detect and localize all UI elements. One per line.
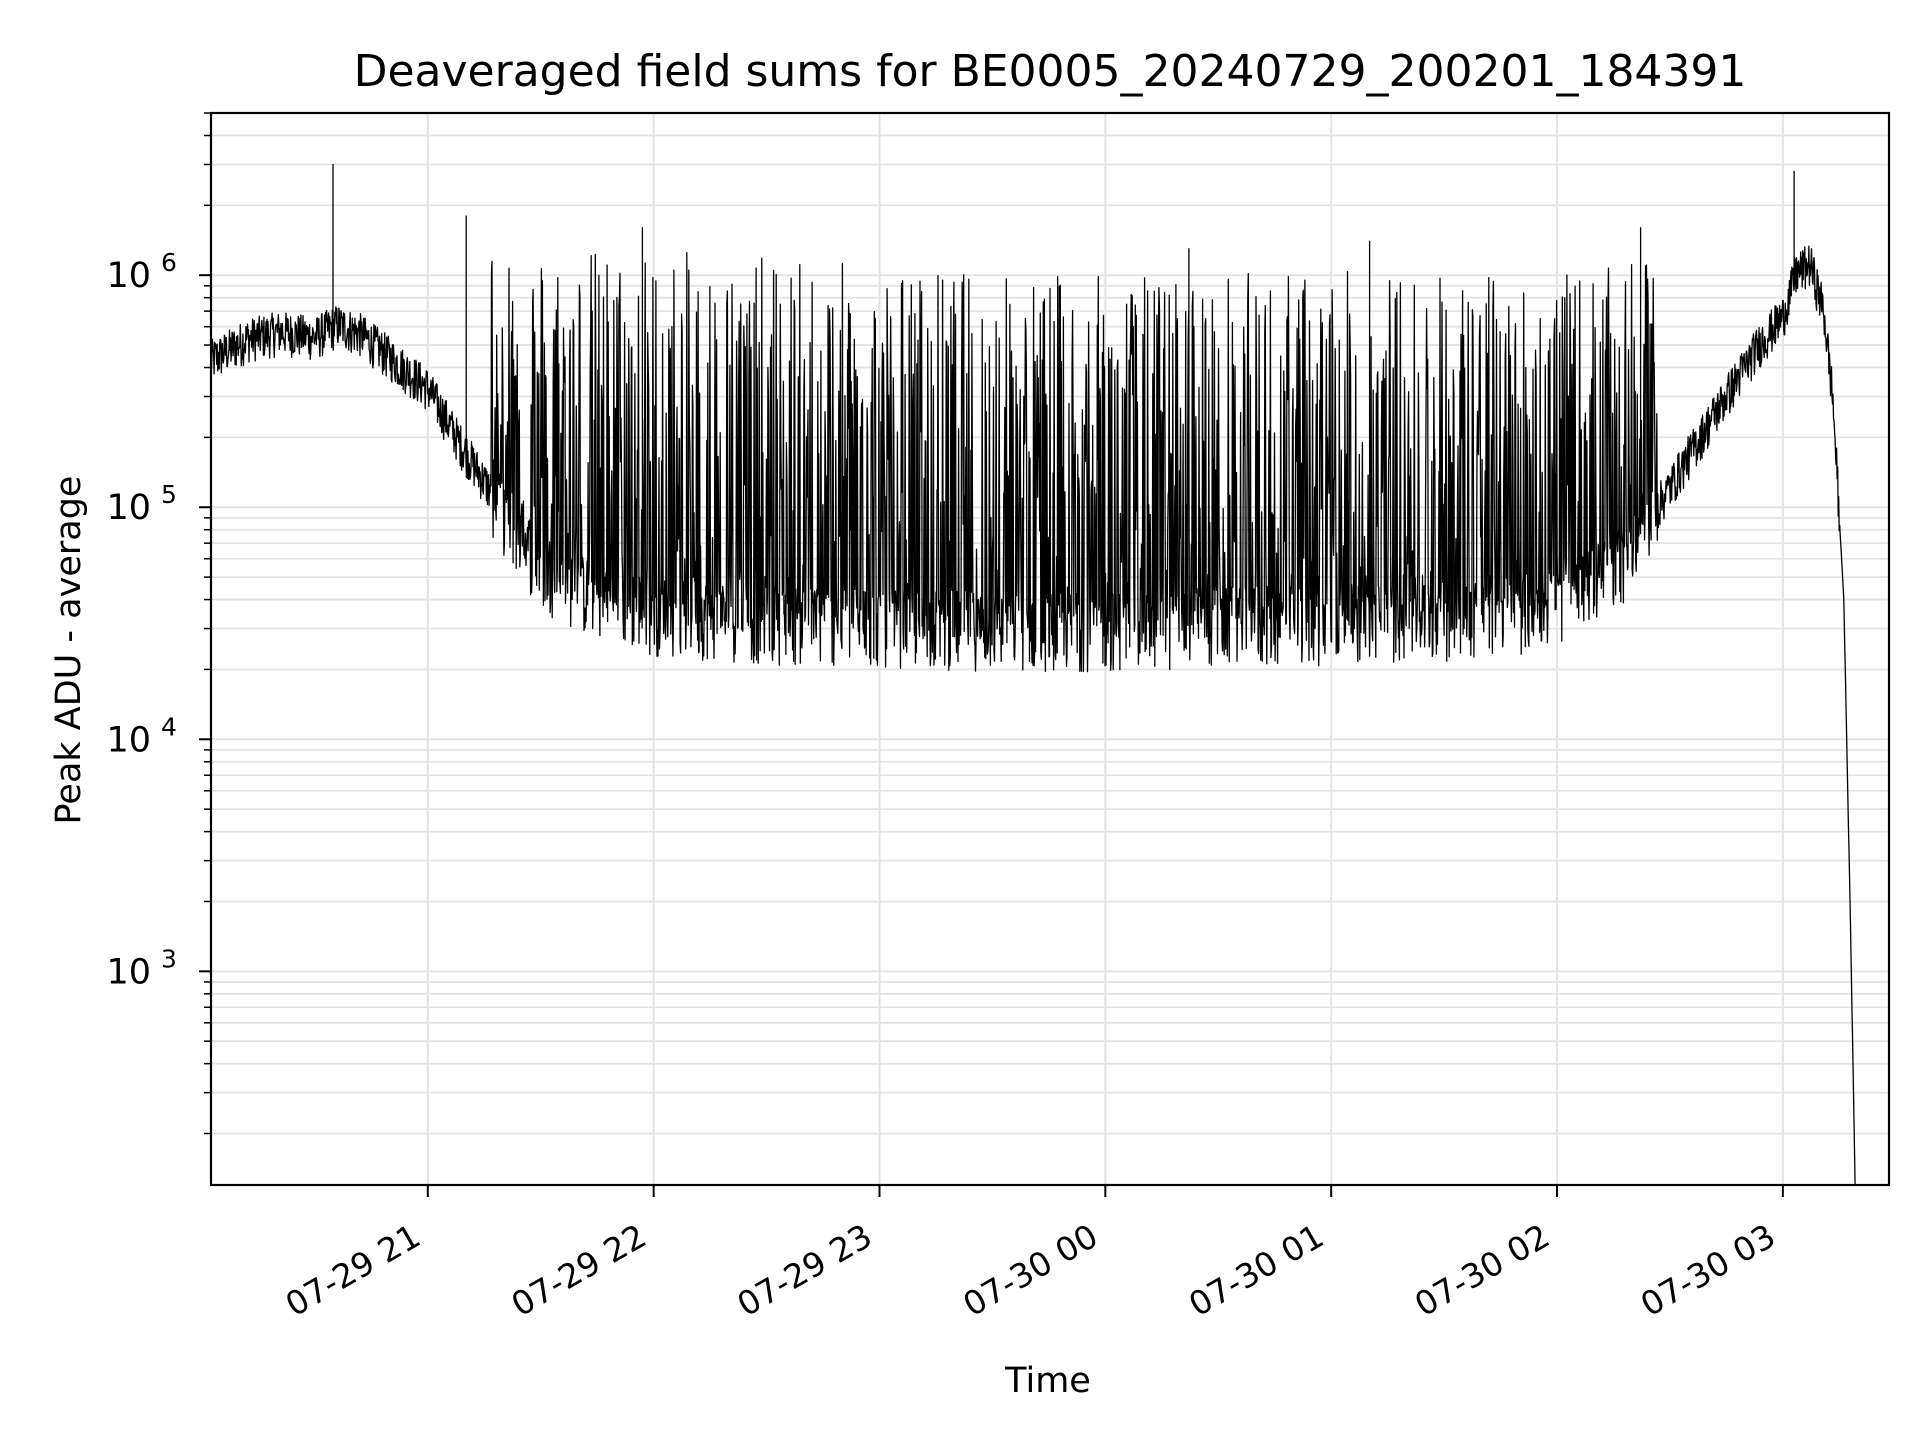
y-tick-exponent: 3 (161, 944, 177, 973)
y-tick-exponent: 5 (161, 480, 177, 509)
x-axis: 07-29 21 07-29 22 07-29 23 07-30 00 07-30 01… (279, 1185, 1784, 1324)
y-tick-label: 10 (106, 256, 151, 296)
x-tick-label: 07-30 03 (1634, 1216, 1782, 1324)
x-axis-label: Time (1004, 1361, 1091, 1401)
y-tick-label: 10 (106, 720, 151, 760)
data-series (211, 163, 1856, 1185)
y-tick-exponent: 4 (161, 712, 177, 741)
x-tick-label: 07-30 00 (956, 1216, 1104, 1324)
plot-frame (209, 111, 1891, 1187)
x-tick-label: 07-30 02 (1408, 1216, 1556, 1324)
series-line (211, 163, 1856, 1185)
y-tick-label: 10 (106, 488, 151, 528)
y-axis-label: Peak ADU - average (49, 476, 89, 825)
y-tick-exponent: 6 (161, 248, 177, 277)
x-tick-label: 07-30 01 (1182, 1216, 1330, 1324)
y-axis: 10 3 10 4 10 5 10 6 (106, 112, 211, 1135)
y-tick-label: 10 (106, 952, 151, 992)
x-tick-label: 07-29 21 (279, 1216, 427, 1324)
chart-title: Deaveraged field sums for BE0005_2024072… (354, 46, 1747, 97)
x-tick-label: 07-29 22 (505, 1216, 653, 1324)
x-tick-label: 07-29 23 (730, 1216, 878, 1324)
